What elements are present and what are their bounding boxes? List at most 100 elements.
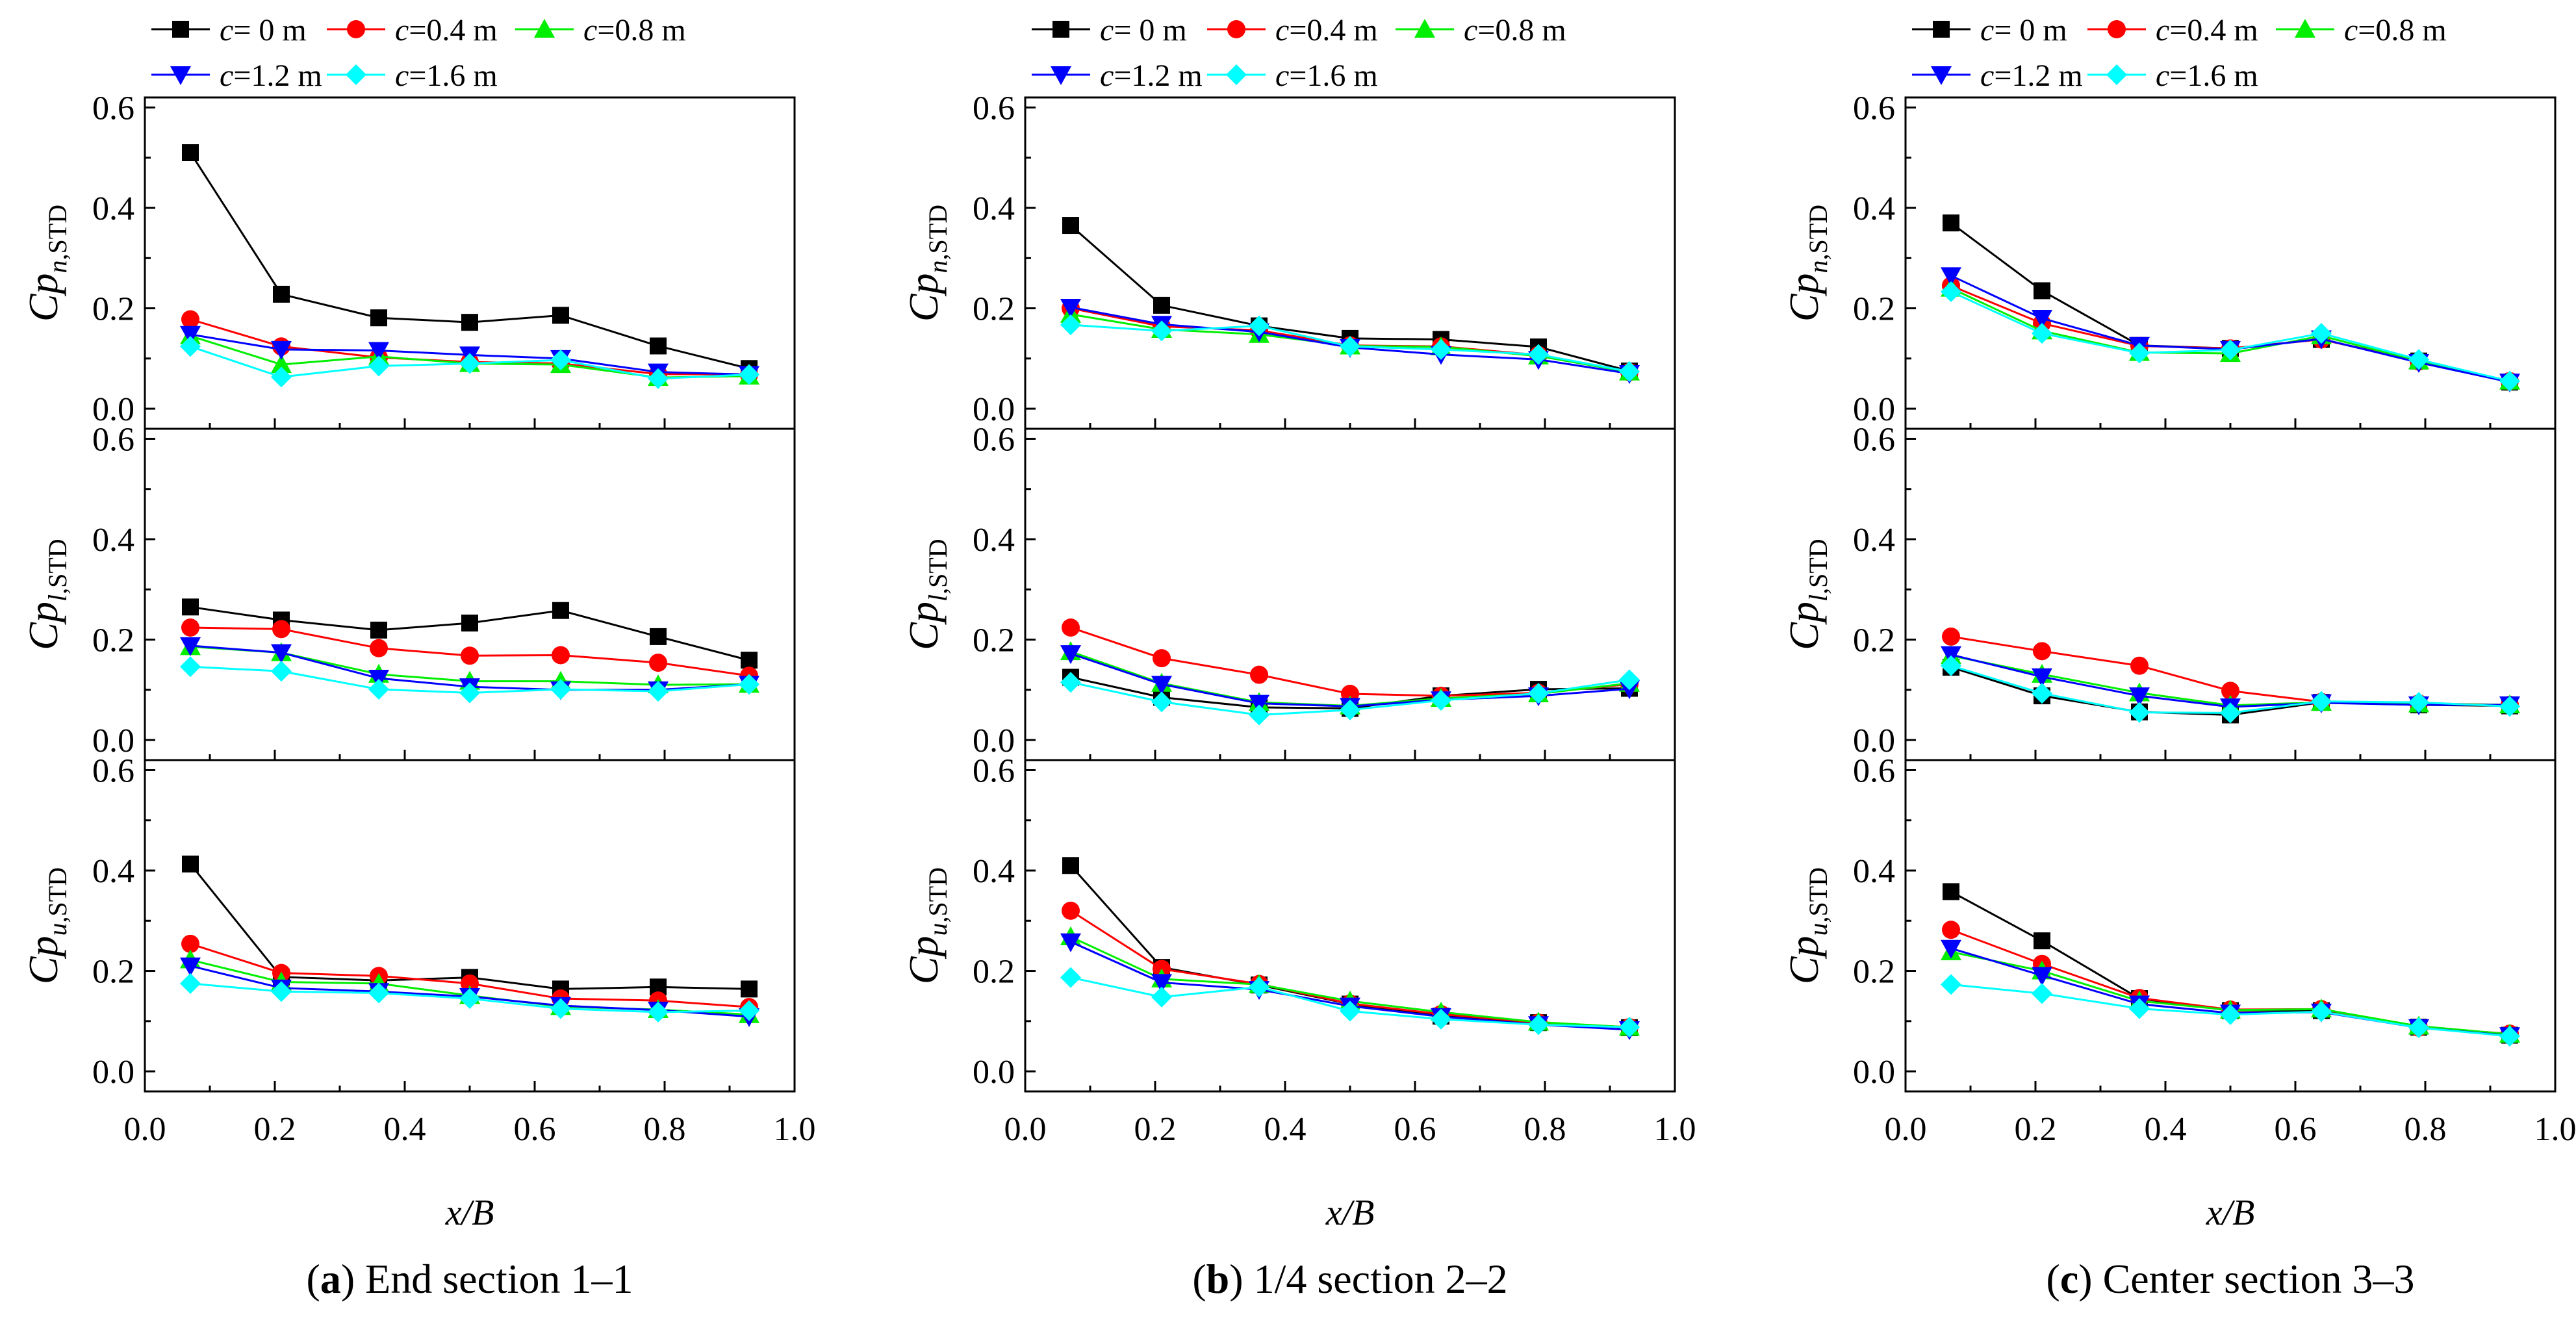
data-point (2311, 691, 2332, 712)
legend-entry: c= 0 m (1032, 13, 1187, 47)
data-point (1151, 691, 1172, 713)
x-tick-label: 0.8 (1524, 1111, 1566, 1148)
y-tick-label: 0.0 (92, 722, 134, 759)
data-point (1060, 967, 1081, 988)
data-point (1340, 699, 1360, 720)
data-series (1942, 276, 2519, 390)
data-series (1941, 974, 2520, 1047)
x-tick-label: 0.8 (2404, 1111, 2447, 1148)
data-point (181, 934, 199, 953)
legend-entry: c=0.8 m (515, 13, 686, 47)
data-point (1250, 665, 1268, 684)
x-tick-label: 0.0 (1004, 1111, 1047, 1148)
legend-variable: c (1100, 58, 1114, 93)
data-series (1941, 277, 2520, 390)
data-point (459, 988, 480, 1010)
legend-marker (1933, 21, 1950, 38)
data-point (1619, 361, 1640, 382)
data-point (1060, 645, 1081, 665)
data-point (1151, 986, 1172, 1008)
data-point (2032, 323, 2052, 344)
y-axis-label-main: Cp (20, 602, 66, 650)
y-axis-label-main: Cp (1781, 602, 1827, 650)
y-axis-label: Cpl,STD (20, 539, 72, 650)
data-point (1153, 649, 1171, 668)
legend-value: =0.8 m (597, 13, 685, 47)
legend-marker (172, 21, 189, 38)
y-tick-label: 0.4 (1853, 853, 1895, 890)
x-axis-label-main: x (1325, 1193, 1342, 1233)
data-point (2034, 282, 2050, 299)
legend-entry: c=0.4 m (1207, 13, 1378, 47)
data-point (739, 674, 759, 695)
data-point (2032, 983, 2052, 1004)
data-series (181, 618, 758, 685)
y-axis-label-sub: ,STD (923, 539, 952, 594)
data-point (2408, 1017, 2429, 1038)
legend-variable: c (2344, 13, 2358, 47)
subplot: 0.0 0.2 0.4 0.6 Cpl,STD (900, 421, 1676, 761)
data-point (2129, 342, 2150, 364)
legend-label: c= 0 m (1980, 13, 2067, 47)
plot-frame (1904, 759, 2557, 1093)
y-tick-label: 0.6 (92, 90, 134, 127)
x-tick-label: 0.6 (514, 1111, 556, 1148)
data-point (2033, 642, 2051, 661)
y-tick-label: 0.0 (1853, 722, 1895, 759)
data-point (271, 340, 292, 360)
data-point (461, 314, 478, 331)
subplot: 0.0 0.2 0.4 0.6 Cpl,STD (1781, 421, 2557, 761)
legend-variable: c (1980, 13, 1994, 47)
subplot: 0.0 0.2 0.4 0.6 Cpu,STD (1781, 752, 2557, 1093)
data-point (550, 998, 571, 1019)
y-axis-label-sub: u (43, 923, 72, 936)
legend-marker (170, 66, 191, 85)
y-tick-label: 0.0 (973, 391, 1015, 428)
y-axis-label-sub: ,STD (923, 205, 952, 261)
legend-value: =1.2 m (1114, 58, 1202, 93)
data-point (2311, 1001, 2332, 1023)
data-point (648, 1001, 669, 1023)
legend-value: = 0 m (1114, 13, 1186, 47)
x-tick-label: 0.2 (254, 1111, 296, 1148)
data-point (273, 285, 290, 303)
data-point (182, 144, 199, 161)
y-axis-label-main: Cp (20, 936, 66, 984)
plot-frame (1904, 96, 2557, 430)
legend-marker (1226, 64, 1247, 85)
legend-label: c=0.8 m (1464, 13, 1566, 47)
data-series (1060, 669, 1640, 726)
y-tick-label: 0.2 (92, 291, 134, 328)
panel-column-2: c= 0 m c=0.4 m c=0.8 mc=1.2 m c=1.6 m0.00.2… (900, 13, 1696, 1302)
data-point (1340, 336, 1360, 357)
legend-entry: c=1.6 m (327, 58, 498, 93)
data-point (2032, 668, 2052, 687)
data-point (1528, 683, 1549, 704)
legend-value: =1.2 m (1994, 58, 2082, 93)
y-axis-label-sub: l (43, 594, 72, 602)
caption-text: End section 1–1 (355, 1256, 633, 1302)
legend-entry: c=0.4 m (2087, 13, 2258, 47)
legend-value: = 0 m (233, 13, 306, 47)
data-point (2129, 702, 2150, 723)
y-tick-label: 0.2 (973, 291, 1015, 328)
caption-paren: ( (1192, 1256, 1206, 1302)
y-axis-label-main: Cp (1781, 273, 1827, 322)
data-point (2129, 998, 2150, 1019)
x-tick-label: 0.6 (2275, 1111, 2317, 1148)
y-axis-label-sub: ,STD (43, 539, 72, 594)
subplot: 0.0 0.2 0.4 0.6 Cpu,STD (20, 752, 796, 1093)
data-point (272, 620, 290, 639)
y-tick-label: 0.4 (973, 522, 1015, 559)
data-point (1941, 974, 1961, 995)
legend-label: c=1.6 m (395, 58, 498, 93)
data-point (739, 1000, 759, 1021)
data-point (1941, 281, 1961, 303)
x-tick-label: 0.2 (2015, 1111, 2057, 1148)
data-point (181, 618, 199, 637)
data-point (459, 682, 480, 704)
data-point (2032, 310, 2052, 329)
legend-entry: c= 0 m (1912, 13, 2067, 47)
legend-variable: c (1275, 13, 1289, 47)
data-point (2032, 683, 2052, 704)
